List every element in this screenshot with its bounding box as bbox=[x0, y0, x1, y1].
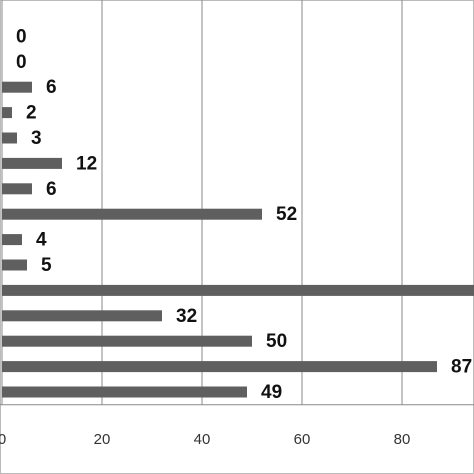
data-label: 49 bbox=[261, 382, 282, 403]
x-tick-label: 20 bbox=[94, 431, 111, 448]
bar bbox=[2, 107, 12, 119]
bar bbox=[2, 361, 437, 373]
data-label: 6 bbox=[46, 179, 57, 200]
data-label: 12 bbox=[76, 153, 97, 174]
bar bbox=[2, 234, 22, 246]
bar bbox=[2, 132, 17, 144]
data-label: 52 bbox=[276, 204, 297, 225]
bar bbox=[2, 386, 247, 398]
bar bbox=[2, 259, 27, 271]
data-label: 2 bbox=[26, 103, 37, 124]
x-tick-label: 40 bbox=[194, 431, 211, 448]
data-label: 3 bbox=[31, 128, 42, 149]
bar bbox=[2, 183, 32, 195]
data-label: 87 bbox=[451, 357, 472, 378]
bar bbox=[2, 335, 252, 347]
data-label: 4 bbox=[36, 230, 47, 251]
data-label: 5 bbox=[41, 255, 52, 276]
bar bbox=[2, 208, 262, 220]
x-tick-label: 60 bbox=[294, 431, 311, 448]
bar bbox=[2, 284, 474, 296]
data-label: 6 bbox=[46, 77, 57, 98]
data-label: 32 bbox=[176, 306, 197, 327]
bar bbox=[2, 310, 162, 322]
data-label: 50 bbox=[266, 331, 287, 352]
bar bbox=[2, 81, 32, 93]
x-tick-label: 80 bbox=[394, 431, 411, 448]
data-label: 0 bbox=[16, 26, 27, 47]
data-label: 0 bbox=[16, 52, 27, 73]
bar bbox=[2, 157, 62, 169]
x-tick-label: 0 bbox=[0, 431, 6, 448]
